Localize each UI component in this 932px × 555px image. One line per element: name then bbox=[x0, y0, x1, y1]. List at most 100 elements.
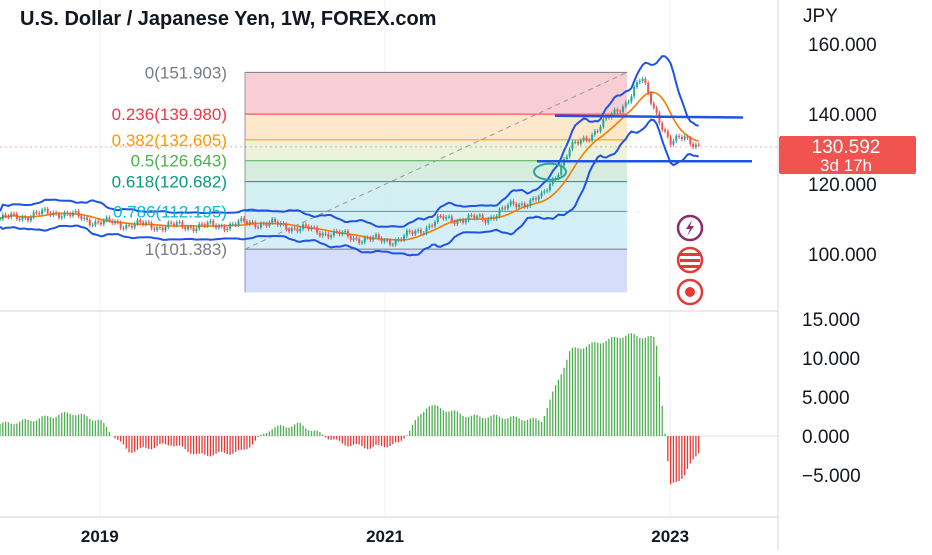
candle-body bbox=[568, 149, 571, 157]
candle-body bbox=[537, 196, 540, 200]
candle-body bbox=[102, 220, 105, 225]
candle-body bbox=[7, 216, 10, 218]
fib-band bbox=[245, 181, 627, 212]
candle-body bbox=[111, 220, 114, 224]
candle-body bbox=[501, 207, 504, 210]
candle-body bbox=[585, 137, 588, 141]
candle-body bbox=[164, 227, 167, 231]
candle-body bbox=[616, 109, 619, 112]
candle-body bbox=[678, 135, 681, 137]
candle-body bbox=[484, 219, 487, 223]
candle-body bbox=[293, 228, 296, 230]
candle-body bbox=[330, 235, 333, 238]
candle-body bbox=[366, 237, 369, 239]
candle-body bbox=[638, 80, 641, 83]
y-tick-label: 100.000 bbox=[808, 245, 877, 266]
candle-body bbox=[276, 221, 279, 225]
candle-body bbox=[21, 216, 24, 220]
candle-body bbox=[445, 217, 448, 219]
candle-body bbox=[630, 96, 633, 102]
candle-body bbox=[217, 225, 220, 228]
lightning-icon[interactable] bbox=[676, 214, 704, 242]
candle-body bbox=[658, 113, 661, 124]
candle-body bbox=[417, 229, 420, 232]
candle-body bbox=[577, 141, 580, 144]
candle-body bbox=[652, 103, 655, 108]
candle-body bbox=[226, 228, 229, 231]
candle-body bbox=[599, 126, 602, 132]
y-tick-label: 160.000 bbox=[808, 35, 877, 56]
fib-band bbox=[245, 160, 627, 182]
candle-body bbox=[203, 224, 206, 226]
candle-body bbox=[133, 223, 136, 228]
candle-body bbox=[358, 238, 361, 243]
candle-body bbox=[459, 219, 462, 221]
candle-body bbox=[372, 237, 375, 240]
record-icon[interactable] bbox=[676, 278, 704, 306]
candle-body bbox=[694, 144, 697, 148]
candle-body bbox=[144, 222, 147, 225]
trend-line bbox=[554, 114, 744, 119]
candle-body bbox=[433, 222, 436, 227]
candle-body bbox=[273, 219, 276, 222]
fib-diagonal bbox=[244, 71, 628, 250]
candle-body bbox=[105, 217, 108, 221]
candle-body bbox=[515, 203, 518, 208]
fib-level-label: 0.236(139.980) bbox=[112, 105, 227, 124]
candle-body bbox=[296, 228, 299, 232]
candle-body bbox=[43, 208, 46, 210]
candle-body bbox=[231, 223, 234, 225]
fib-level-label: 0.5(126.643) bbox=[131, 152, 227, 171]
candle-body bbox=[167, 222, 170, 228]
fib-band bbox=[245, 72, 627, 115]
candle-body bbox=[192, 227, 195, 231]
candle-body bbox=[355, 238, 358, 240]
candle-body bbox=[647, 82, 650, 94]
candle-body bbox=[411, 232, 414, 235]
candle-body bbox=[189, 226, 192, 228]
candle-body bbox=[338, 231, 341, 235]
candle-body bbox=[251, 222, 254, 224]
candle-body bbox=[94, 221, 97, 225]
candle-body bbox=[212, 220, 215, 226]
candle-body bbox=[661, 123, 664, 130]
candle-body bbox=[74, 211, 77, 213]
candle-body bbox=[195, 228, 198, 231]
candle-body bbox=[523, 203, 526, 207]
candle-body bbox=[683, 136, 686, 140]
fib-level-label: 0.618(120.682) bbox=[112, 173, 227, 192]
candle-body bbox=[506, 204, 509, 209]
candle-body bbox=[605, 116, 608, 120]
candle-body bbox=[478, 215, 481, 217]
candle-body bbox=[234, 223, 237, 226]
osc-y-tick-label: 10.000 bbox=[802, 349, 860, 370]
candle-body bbox=[624, 102, 627, 107]
osc-y-tick-label: 15.000 bbox=[802, 310, 860, 331]
candle-body bbox=[150, 222, 153, 229]
candle-body bbox=[453, 221, 456, 224]
us-flag-icon[interactable] bbox=[676, 246, 704, 274]
candle-body bbox=[635, 82, 638, 87]
candle-body bbox=[602, 119, 605, 127]
candle-body bbox=[464, 220, 467, 223]
candle-body bbox=[153, 228, 156, 230]
candle-body bbox=[383, 240, 386, 242]
candle-body bbox=[529, 200, 532, 206]
candle-body bbox=[282, 223, 285, 225]
candle-body bbox=[147, 222, 150, 224]
candle-body bbox=[518, 204, 521, 208]
candle-body bbox=[139, 220, 142, 223]
candle-body bbox=[557, 174, 560, 179]
candle-body bbox=[257, 227, 260, 229]
candle-body bbox=[675, 135, 678, 141]
candle-body bbox=[119, 222, 122, 228]
candle-body bbox=[254, 222, 257, 228]
candle-body bbox=[223, 226, 226, 231]
candle-body bbox=[175, 222, 178, 226]
candle-body bbox=[655, 107, 658, 114]
candle-body bbox=[352, 238, 355, 240]
candle-body bbox=[369, 237, 372, 240]
candle-body bbox=[349, 236, 352, 240]
candle-body bbox=[172, 223, 175, 226]
